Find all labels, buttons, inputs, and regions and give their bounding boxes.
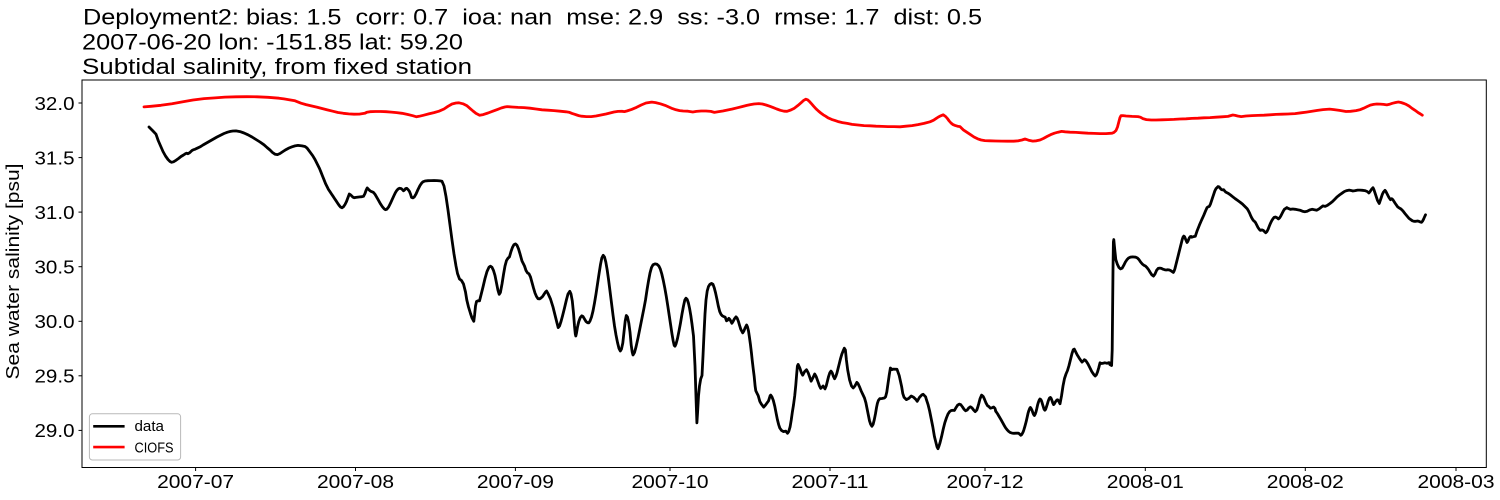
svg-text:2007-06-20 lon: -151.85 lat: 5: 2007-06-20 lon: -151.85 lat: 59.20 [82,29,463,54]
svg-text:2007-07: 2007-07 [157,471,234,492]
svg-text:CIOFS: CIOFS [135,440,174,456]
svg-text:30.5: 30.5 [35,257,75,278]
svg-text:data: data [135,419,165,435]
svg-text:29.0: 29.0 [35,420,75,441]
svg-text:29.5: 29.5 [35,366,75,387]
svg-text:30.0: 30.0 [35,311,75,332]
svg-text:Subtidal salinity, from fixed: Subtidal salinity, from fixed station [82,54,472,79]
svg-text:32.0: 32.0 [35,93,75,114]
svg-text:31.5: 31.5 [35,147,75,168]
svg-text:2007-12: 2007-12 [947,471,1024,492]
svg-text:2007-10: 2007-10 [632,471,709,492]
svg-text:2007-11: 2007-11 [792,471,869,492]
svg-text:Deployment2: bias: 1.5 corr:: Deployment2: bias: 1.5 corr: 0.7 ioa: na… [83,4,982,29]
svg-text:2007-09: 2007-09 [477,471,554,492]
svg-text:2008-01: 2008-01 [1107,471,1184,492]
svg-text:2007-08: 2007-08 [317,471,394,492]
svg-text:Sea water salinity [psu]: Sea water salinity [psu] [2,164,23,380]
svg-text:2008-03: 2008-03 [1418,471,1495,492]
svg-text:2008-02: 2008-02 [1267,471,1344,492]
svg-text:31.0: 31.0 [35,202,75,223]
